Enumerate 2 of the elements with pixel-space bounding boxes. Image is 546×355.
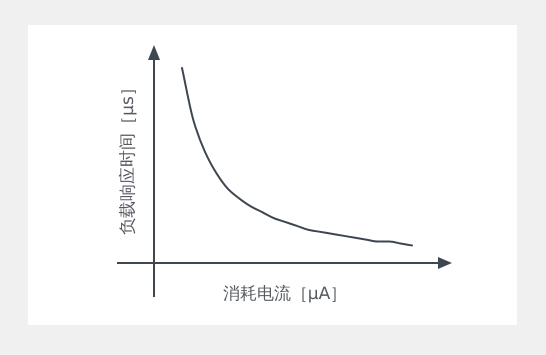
x-axis-title: 消耗电流［μA］	[222, 284, 348, 304]
y-axis-title: 负载响应时间［μs］	[118, 79, 138, 235]
